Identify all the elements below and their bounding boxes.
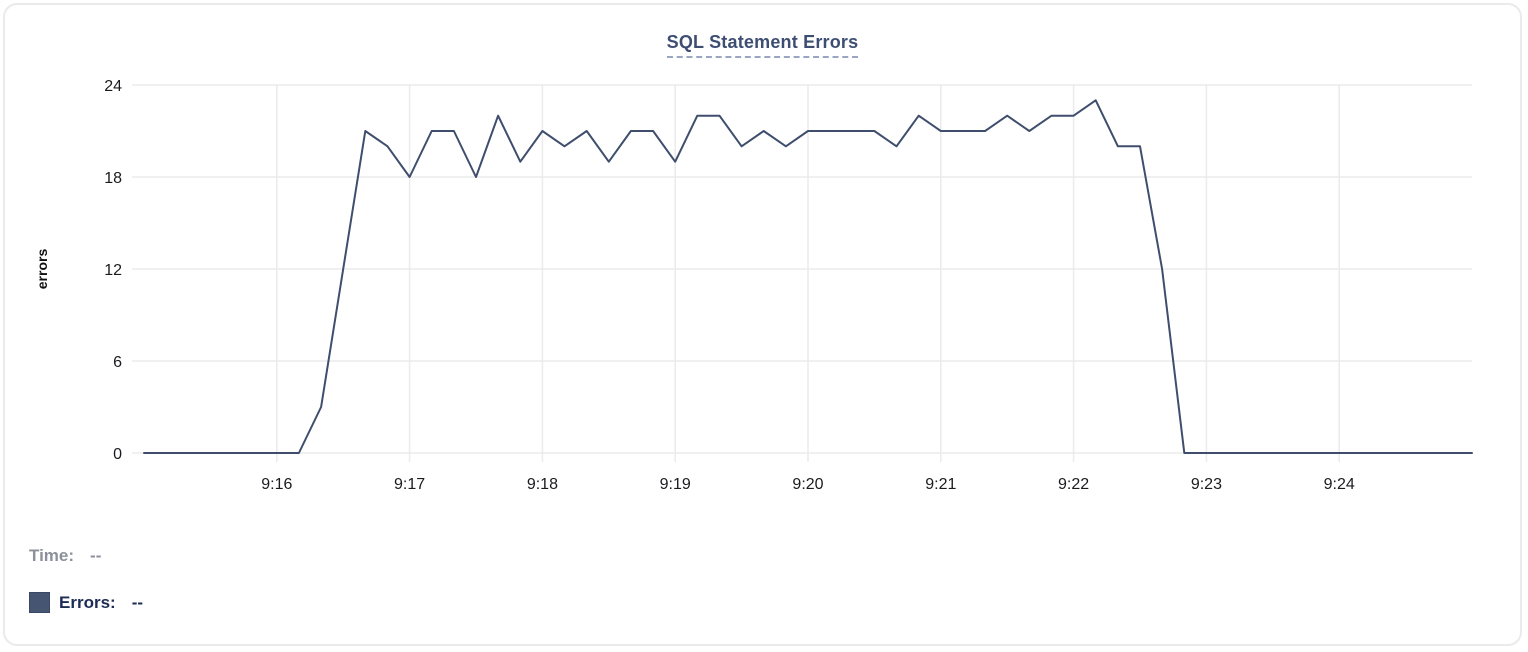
y-tick-label: 18 — [104, 170, 122, 187]
y-tick-label: 6 — [113, 354, 122, 371]
x-tick-label: 9:17 — [394, 476, 425, 493]
y-axis-label: errors — [34, 249, 50, 290]
errors-series-swatch — [29, 592, 50, 613]
chart-header: SQL Statement Errors — [5, 32, 1520, 58]
x-tick-label: 9:19 — [660, 476, 691, 493]
chart-panel: SQL Statement Errors 0 6 12 18 24 9:16 9:17 9:1… — [3, 3, 1522, 646]
x-tick-label: 9:16 — [261, 476, 292, 493]
x-tick-label: 9:22 — [1058, 476, 1089, 493]
tooltip-time-row: Time: -- — [29, 545, 101, 566]
sql-errors-line-chart[interactable]: 0 6 12 18 24 9:16 9:17 9:18 9:19 9:20 9:21 9:22 9:23… — [5, 5, 1525, 520]
errors-value: -- — [131, 593, 144, 612]
x-tick-label: 9:24 — [1324, 476, 1355, 493]
x-tick-label: 9:20 — [792, 476, 823, 493]
x-tick-label: 9:21 — [925, 476, 956, 493]
x-tick-label: 9:18 — [527, 476, 558, 493]
legend-errors-row[interactable]: Errors: -- — [29, 592, 143, 613]
time-value: -- — [90, 546, 102, 565]
errors-label: Errors: — [59, 593, 116, 612]
chart-title[interactable]: SQL Statement Errors — [666, 32, 859, 58]
y-tick-label: 24 — [104, 78, 122, 95]
x-tick-label: 9:23 — [1191, 476, 1222, 493]
time-label: Time: — [29, 546, 75, 565]
y-tick-label: 0 — [113, 446, 122, 463]
errors-series-line[interactable] — [143, 99, 1473, 454]
y-tick-label: 12 — [104, 262, 122, 279]
